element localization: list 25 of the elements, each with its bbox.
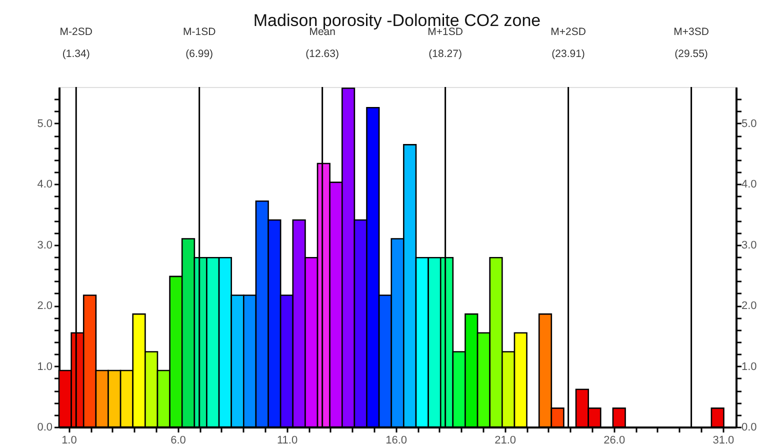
text: M+3SD (29.55) [674, 26, 709, 60]
y2-tick-label: 3.0 [742, 239, 757, 252]
text: M-1SD (6.99) [182, 26, 216, 60]
text: M+2SD (23.91) [550, 26, 586, 60]
x-tick-label: 31.0 [712, 434, 734, 446]
x-tick-label: 26.0 [604, 434, 626, 446]
text: M+1SD (18.27) [428, 26, 463, 60]
y-tick-label: 1.0 [37, 360, 52, 373]
x-tick-label: 21.0 [494, 434, 516, 446]
y-tick-label: 2.0 [37, 300, 52, 312]
x-tick-label: 1.0 [62, 434, 77, 446]
x-tick-label: 11.0 [276, 434, 298, 446]
y-tick-label: 5.0 [37, 118, 52, 130]
y2-tick-label: 0.0 [742, 422, 757, 434]
y-tick-label: 3.0 [37, 239, 52, 252]
y2-tick-label: 4.0 [742, 178, 757, 191]
text: M-2SD (1.34) [60, 26, 92, 60]
y2-tick-label: 5.0 [742, 118, 757, 130]
y2-tick-label: 2.0 [742, 300, 757, 312]
y-tick-label: 4.0 [37, 178, 52, 191]
y-tick-label: 0.0 [37, 422, 52, 434]
x-tick-label: 6.0 [170, 434, 186, 446]
x-tick-label: 16.0 [386, 434, 408, 446]
y2-tick-label: 1.0 [742, 360, 757, 373]
text: Mean (12.63) [306, 26, 339, 60]
